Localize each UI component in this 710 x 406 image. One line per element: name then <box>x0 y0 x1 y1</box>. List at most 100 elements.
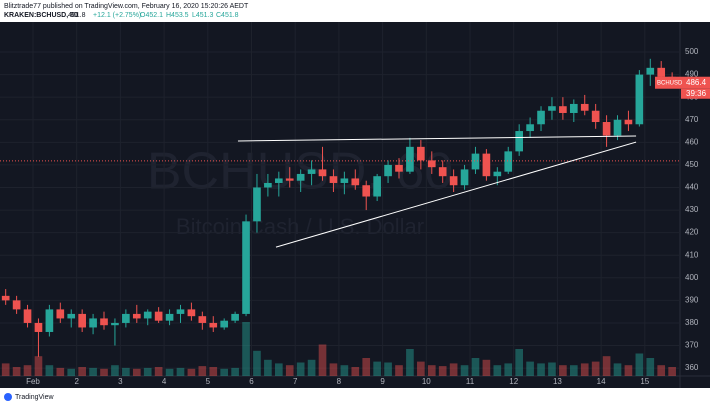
volume-bar <box>274 363 283 376</box>
candle-body <box>602 122 611 136</box>
volume-bar <box>253 350 261 376</box>
x-tick-label: 13 <box>553 377 562 386</box>
candle-body <box>329 176 338 183</box>
y-tick-label: 420 <box>685 228 699 237</box>
volume-bar <box>318 344 327 376</box>
volume-bar <box>264 359 272 376</box>
volume-bar <box>329 363 338 376</box>
volume-bar <box>406 349 414 376</box>
candle-body <box>100 318 108 326</box>
candle-body <box>362 185 371 197</box>
volume-bar <box>12 367 21 376</box>
candle-body <box>646 67 655 75</box>
volume-bar <box>504 363 513 376</box>
x-tick-label: 11 <box>466 377 475 386</box>
volume-bar <box>624 365 633 376</box>
candle-body <box>384 164 392 177</box>
candle-body <box>296 173 305 181</box>
y-tick-label: 400 <box>685 273 699 282</box>
candle-body <box>176 309 185 314</box>
x-tick-label: 2 <box>74 377 79 386</box>
volume-bar <box>395 365 403 376</box>
volume-bar <box>438 366 447 376</box>
legend: KRAKEN:BCHUSD, 60 451.8 +12.1 (+2.75%) O… <box>4 12 239 19</box>
volume-bar <box>307 359 316 376</box>
close: C451.8 <box>216 12 239 19</box>
x-tick-label: 15 <box>640 377 649 386</box>
candle-body <box>493 171 502 177</box>
candle-body <box>559 106 567 113</box>
candle-body <box>471 153 480 170</box>
volume-bar <box>548 362 556 376</box>
y-tick-label: 490 <box>685 70 699 79</box>
volume-bar <box>569 365 578 376</box>
candle-body <box>1 295 10 301</box>
candle-body <box>220 320 229 328</box>
volume-bar <box>285 365 294 376</box>
footer: TradingView <box>15 394 54 401</box>
volume-bar <box>220 368 229 376</box>
candle-body <box>307 169 316 174</box>
watermark: BCHUSD, 60 <box>147 143 453 201</box>
candle-body <box>417 146 425 161</box>
x-tick-label: 14 <box>597 377 606 386</box>
candle-body <box>460 169 469 186</box>
open: O452.1 <box>140 12 163 19</box>
candle-body <box>613 119 622 136</box>
volume-bar <box>67 368 76 376</box>
volume-bar <box>482 359 491 376</box>
candle-body <box>89 318 97 328</box>
volume-bar <box>460 365 469 376</box>
candle-body <box>318 169 327 177</box>
volume-bar <box>89 367 97 376</box>
watermark-sub: Bitcoin Cash / U.S. Dollar <box>176 214 424 239</box>
candle-body <box>526 124 534 132</box>
volume-bar <box>635 353 644 376</box>
volume-bar <box>580 363 589 376</box>
volume-bar <box>231 367 239 376</box>
x-tick-label: 10 <box>422 377 431 386</box>
candle-body <box>449 176 458 186</box>
x-tick-label: 6 <box>249 377 254 386</box>
candle-body <box>351 178 360 186</box>
candle-body <box>111 322 119 326</box>
change: +12.1 (+2.75%) <box>93 12 141 19</box>
candle-body <box>591 110 600 123</box>
candle-body <box>274 178 283 183</box>
candle-body <box>504 151 513 172</box>
volume-bar <box>526 361 534 376</box>
candle-body <box>231 313 239 321</box>
volume-bar <box>23 365 32 376</box>
y-tick-label: 460 <box>685 137 699 146</box>
countdown-bg <box>681 88 710 99</box>
x-tick-label: 7 <box>293 377 298 386</box>
trendline <box>275 141 637 248</box>
y-tick-label: 360 <box>685 363 699 372</box>
candle-body <box>624 119 633 125</box>
volume-bar <box>132 368 141 376</box>
volume-bar <box>100 368 108 376</box>
volume-bar <box>362 358 371 376</box>
candle-body <box>657 67 666 77</box>
volume-bar <box>602 356 611 376</box>
candle-body <box>395 164 403 172</box>
volume-bar <box>493 365 502 376</box>
candle-body <box>34 322 43 332</box>
candle-body <box>187 309 196 317</box>
candle-body <box>209 322 218 328</box>
candle-body <box>340 178 349 183</box>
volume-bar <box>176 367 185 376</box>
high: H453.5 <box>166 12 189 19</box>
candle-body <box>242 221 250 314</box>
volume-bar <box>45 365 54 376</box>
volume-bar <box>657 365 666 376</box>
volume-bar <box>165 368 174 376</box>
x-tick-label: 8 <box>337 377 342 386</box>
trendline <box>237 135 637 142</box>
tag-symbol: BCHUSD <box>657 80 683 86</box>
candle-body <box>406 146 414 172</box>
volume-bar <box>417 361 425 376</box>
candle-body <box>515 131 524 152</box>
y-tick-label: 430 <box>685 205 699 214</box>
